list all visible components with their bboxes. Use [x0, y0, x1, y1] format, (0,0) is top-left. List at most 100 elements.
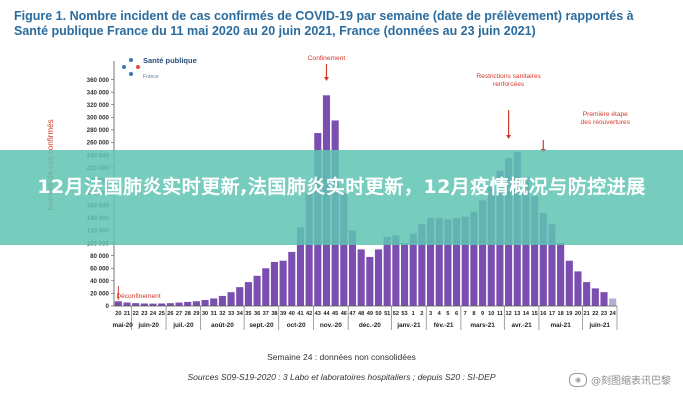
month-label: mai-21 [551, 322, 572, 329]
week-tick-label: 51 [384, 311, 390, 317]
annotation-label: renforcées [493, 81, 525, 88]
week-tick-label: 35 [245, 311, 251, 317]
month-label: janv.-21 [396, 322, 421, 329]
bar [114, 301, 122, 306]
bar [218, 295, 226, 306]
watermark: ◉ @刻图缩表讯巴黎 [569, 372, 671, 387]
week-tick-label: 6 [455, 311, 458, 317]
bar [270, 261, 278, 306]
week-tick-label: 24 [150, 311, 157, 317]
week-tick-label: 16 [540, 311, 546, 317]
bar [244, 282, 252, 306]
logo-country: France [143, 74, 159, 80]
week-tick-label: 48 [358, 311, 364, 317]
bar [609, 298, 617, 306]
annotation-label: Première étape [583, 111, 628, 118]
bar [192, 301, 200, 306]
y-tick-label: 340 000 [87, 89, 110, 96]
week-tick-label: 8 [472, 311, 475, 317]
bar [557, 243, 565, 306]
y-tick-label: 280 000 [87, 127, 110, 134]
month-label: fév.-21 [434, 322, 454, 329]
sante-publique-logo: Santé publique France [122, 56, 202, 84]
week-tick-label: 46 [341, 311, 347, 317]
week-tick-label: 21 [124, 311, 130, 317]
bar [409, 233, 417, 306]
week-tick-label: 40 [289, 311, 295, 317]
y-tick-label: 80 000 [90, 253, 109, 260]
annotations: Déconfinement Confinement Restrictions san… [116, 55, 631, 300]
headline-text: 12月法国肺炎实时更新,法国肺炎实时更新，12月疫情概况与防控进展 [37, 176, 646, 198]
bar [383, 236, 391, 306]
annotation-label: Restrictions sanitaires [476, 73, 541, 80]
week-tick-label: 7 [464, 311, 467, 317]
y-tick-label: 0 [106, 303, 110, 310]
week-tick-label: 26 [167, 311, 173, 317]
bar [253, 275, 261, 306]
bar [227, 292, 235, 306]
bar [210, 298, 218, 306]
bar [392, 235, 400, 306]
week-tick-label: 19 [566, 311, 572, 317]
annotation-label: des réouvertures [581, 119, 631, 126]
bar [470, 211, 478, 306]
bar [565, 260, 573, 306]
week-tick-label: 3 [429, 311, 432, 317]
y-tick-label: 40 000 [90, 278, 109, 285]
weibo-icon: ◉ [569, 372, 587, 387]
week-tick-label: 44 [323, 311, 330, 317]
week-tick-label: 34 [237, 311, 244, 317]
week-tick-label: 31 [211, 311, 217, 317]
headline-banner [0, 150, 683, 245]
week-tick-label: 52 [393, 311, 399, 317]
week-tick-label: 43 [315, 311, 321, 317]
bar [184, 301, 192, 306]
week-tick-label: 33 [228, 311, 234, 317]
month-label: juil.-20 [172, 322, 194, 329]
week-tick-label: 9 [481, 311, 484, 317]
week-tick-label: 25 [159, 311, 165, 317]
week-tick-label: 20 [575, 311, 581, 317]
week-tick-label: 47 [349, 311, 355, 317]
bar [279, 260, 287, 306]
y-tick-label: 260 000 [87, 140, 110, 147]
week-tick-label: 15 [531, 311, 537, 317]
bar [574, 271, 582, 306]
bar [305, 192, 313, 306]
week-tick-label: 22 [133, 311, 139, 317]
y-tick-label: 60 000 [90, 265, 109, 272]
week-tick-label: 22 [592, 311, 598, 317]
watermark-text: @刻图缩表讯巴黎 [591, 376, 671, 387]
annotation-arrowhead [506, 135, 512, 139]
week-tick-label: 45 [332, 311, 338, 317]
week-tick-label: 28 [185, 311, 191, 317]
week-tick-label: 50 [375, 311, 381, 317]
week-tick-label: 11 [497, 311, 503, 317]
x-axis: 20 21 22 23 24 25 26 27 28 29 30 31 32 33 34 35 36 37 38 39… [113, 305, 618, 330]
week-tick-label: 23 [141, 311, 147, 317]
bar [149, 303, 157, 306]
annotation-label: Déconfinement [116, 293, 161, 300]
week-tick-label: 20 [115, 311, 121, 317]
week-tick-label: 10 [488, 311, 494, 317]
bar [166, 303, 174, 306]
month-label: juin-21 [588, 322, 610, 329]
annotation-label: Confinement [308, 55, 346, 62]
bar [374, 249, 383, 306]
week-tick-label: 41 [297, 311, 303, 317]
bar [140, 303, 148, 306]
week-tick-label: 38 [271, 311, 277, 317]
week-tick-label: 30 [202, 311, 208, 317]
bar [201, 300, 209, 306]
y-tick-label: 20 000 [90, 291, 109, 298]
bar [531, 195, 539, 306]
bar [444, 219, 452, 306]
week-tick-label: 27 [176, 311, 182, 317]
week-tick-label: 39 [280, 311, 286, 317]
month-label: sept.-20 [249, 322, 274, 329]
week-tick-label: 14 [523, 311, 530, 317]
bar [461, 216, 469, 306]
bar [453, 217, 461, 306]
week-tick-label: 12 [505, 311, 511, 317]
week-tick-label: 53 [401, 311, 407, 317]
